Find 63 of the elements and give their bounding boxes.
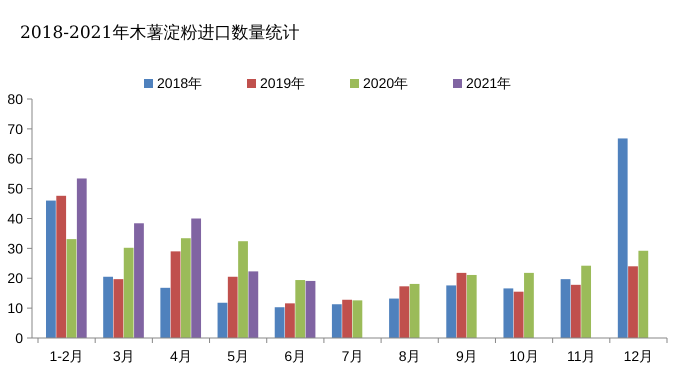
y-tick-label: 10	[7, 300, 24, 316]
x-tick-label: 5月	[227, 348, 250, 364]
bar	[446, 285, 456, 338]
y-tick-label: 50	[7, 180, 24, 197]
bar	[228, 276, 238, 338]
y-tick-label: 30	[7, 240, 24, 256]
x-tick-label: 8月	[398, 348, 421, 364]
y-tick-label: 70	[7, 120, 24, 137]
x-tick-label: 6月	[284, 348, 306, 364]
x-tick-label: 3月	[112, 348, 135, 364]
bar	[399, 286, 410, 338]
legend-label: 2021年	[466, 75, 512, 91]
bar	[56, 196, 66, 338]
legend-label: 2020年	[363, 75, 408, 91]
bar	[124, 248, 134, 338]
bar	[342, 300, 352, 338]
bar	[285, 303, 295, 338]
bar	[514, 292, 524, 338]
bar	[628, 266, 638, 338]
bar	[238, 241, 248, 338]
y-tick-label: 20	[7, 270, 24, 286]
bar	[170, 251, 180, 338]
x-tick-label: 11月	[566, 348, 596, 364]
bar	[274, 307, 285, 338]
bar	[218, 302, 228, 338]
bar	[638, 250, 648, 338]
bar	[503, 288, 514, 338]
bar	[389, 298, 399, 338]
x-tick-label: 12月	[624, 348, 654, 364]
bar	[570, 284, 581, 338]
bar	[76, 178, 87, 338]
y-tick-label: 0	[15, 330, 24, 346]
bar	[160, 288, 170, 338]
bar	[466, 274, 477, 338]
x-tick-label: 1-2月	[49, 348, 84, 364]
bar	[618, 138, 628, 338]
y-tick-label: 40	[7, 210, 24, 226]
bar	[134, 223, 144, 338]
legend-label: 2019年	[260, 75, 306, 91]
bar	[306, 280, 316, 338]
bar	[581, 266, 592, 338]
bar	[180, 238, 191, 338]
bar	[560, 279, 570, 338]
x-tick-label: 7月	[342, 348, 364, 364]
bar	[248, 271, 258, 338]
x-tick-label: 10月	[509, 348, 539, 364]
bar	[456, 272, 466, 338]
x-tick-label: 9月	[456, 348, 478, 364]
chart-title: 2018-2021年木薯淀粉进口数量统计	[20, 23, 300, 43]
bar	[46, 200, 56, 338]
bar	[352, 300, 362, 338]
bar	[410, 284, 420, 338]
bar	[66, 239, 76, 338]
y-tick-label: 60	[7, 150, 24, 167]
bar	[524, 272, 534, 338]
bar	[295, 280, 306, 338]
x-tick-label: 4月	[170, 348, 192, 364]
bar	[191, 218, 202, 338]
y-tick-label: 80	[7, 90, 24, 107]
legend-label: 2018年	[157, 75, 202, 91]
bar	[332, 304, 342, 338]
bar	[113, 279, 124, 338]
bar	[103, 276, 113, 338]
